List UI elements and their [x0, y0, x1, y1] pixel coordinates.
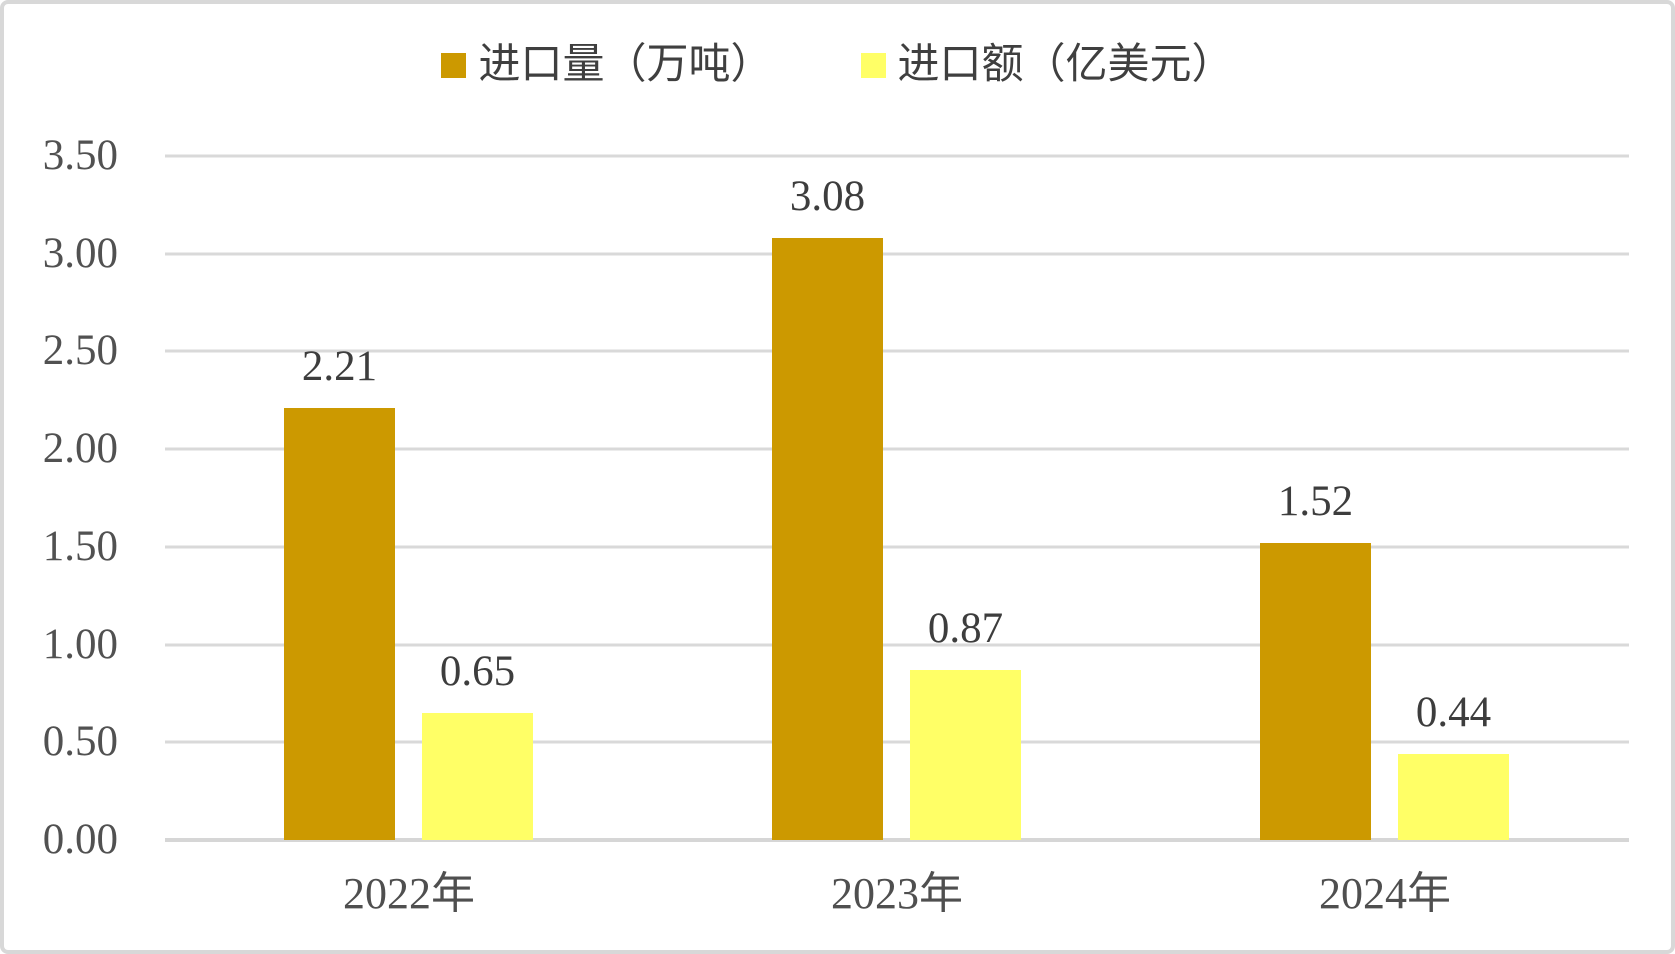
gridline — [165, 447, 1629, 451]
legend: 进口量（万吨） 进口额（亿美元） — [4, 42, 1671, 88]
legend-swatch-import-value — [860, 52, 886, 78]
y-tick-label: 0.50 — [42, 718, 118, 766]
gridline — [165, 740, 1629, 744]
y-tick-label: 2.50 — [42, 327, 118, 375]
data-label-import-volume-2023年: 3.08 — [789, 173, 866, 221]
gridline — [165, 154, 1629, 158]
y-tick-label: 1.50 — [42, 522, 118, 570]
x-tick-label: 2023年 — [831, 869, 963, 918]
bar-import-value-2022年 — [422, 712, 533, 840]
x-tick-label: 2024年 — [1319, 869, 1451, 918]
x-axis-line — [165, 838, 1629, 842]
gridline — [165, 545, 1629, 549]
x-tick-label: 2022年 — [343, 869, 475, 918]
y-tick-label: 0.00 — [42, 816, 118, 863]
legend-label-import-volume: 进口量（万吨） — [478, 42, 773, 88]
y-tick-label: 3.50 — [42, 132, 118, 179]
y-tick-label: 2.00 — [42, 425, 118, 473]
legend-item-import-volume: 进口量（万吨） — [441, 42, 773, 88]
bar-import-value-2024年 — [1398, 754, 1509, 840]
legend-item-import-value: 进口额（亿美元） — [860, 42, 1234, 88]
gridline — [165, 349, 1629, 353]
bar-import-volume-2022年 — [284, 408, 395, 840]
legend-swatch-import-volume — [441, 52, 467, 78]
data-label-import-value-2024年: 0.44 — [1415, 689, 1492, 737]
bar-import-volume-2024年 — [1260, 542, 1371, 840]
y-tick-label: 1.00 — [42, 620, 118, 668]
data-label-import-volume-2022年: 2.21 — [301, 343, 378, 391]
x-axis: 2022年 2023年 2024年 — [165, 866, 1629, 922]
gridline — [165, 252, 1629, 256]
bar-import-volume-2023年 — [772, 238, 883, 840]
data-label-import-value-2022年: 0.65 — [439, 647, 516, 695]
data-label-import-volume-2024年: 1.52 — [1277, 477, 1354, 525]
gridline — [165, 643, 1629, 647]
plot-area: 2.21 0.65 3.08 0.87 1.52 0.44 — [165, 154, 1629, 842]
legend-label-import-value: 进口额（亿美元） — [897, 42, 1234, 88]
data-label-import-value-2023年: 0.87 — [927, 604, 1004, 652]
bar-import-value-2023年 — [910, 669, 1021, 840]
y-tick-label: 3.00 — [42, 229, 118, 277]
